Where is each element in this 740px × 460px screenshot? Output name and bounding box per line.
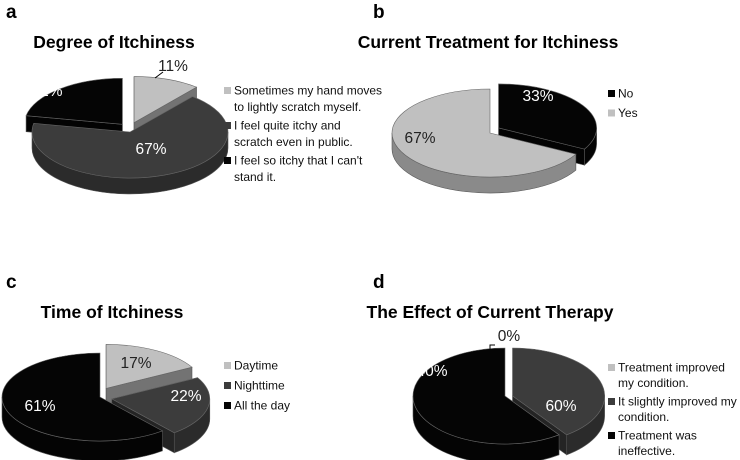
chart-panel-b: b Current Treatment for Itchiness 33% 67% No… [358,2,638,194]
legend-label: It slightly improved my [618,395,737,409]
chart-title: Time of Itchiness [41,302,184,322]
data-label: 61% [24,398,55,415]
pie-slice [105,344,193,389]
legend-label: Nighttime [234,379,285,393]
pie-slice [412,347,560,445]
legend-swatch [224,157,231,164]
data-label: 22% [31,83,62,100]
legend-label: Daytime [234,359,278,373]
pie-tops [25,76,229,179]
pie-tops [412,347,605,445]
panel-letter: d [373,272,385,293]
data-label: 40% [416,363,447,380]
legend: Daytime Nighttime All the day [224,359,290,413]
legend-label: Treatment improved [618,361,725,375]
data-label: 67% [404,130,435,147]
data-label: 22% [170,388,201,405]
data-label: 60% [545,398,576,415]
legend-swatch [608,364,615,371]
legend-swatch [608,432,615,439]
legend-label: I feel so itchy that I can't [234,154,363,168]
panel-letter: c [6,272,17,293]
data-label: 33% [522,88,553,105]
legend-label: All the day [234,399,290,413]
pie-slice [498,83,597,150]
data-label: 67% [135,141,166,158]
data-label: 11% [158,58,188,75]
legend-swatch [224,402,231,409]
pie-slice [391,88,577,178]
chart-panel-c: c Time of Itchiness 17% 22% 61% Daytime Nightt… [1,272,290,460]
panel-letter: a [6,2,17,23]
legend-label: to lightly scratch myself. [234,100,361,114]
legend-swatch [608,398,615,405]
pie-tops [391,83,597,178]
data-label: 0% [498,328,521,345]
legend-label: I feel quite itchy and [234,119,341,133]
pie-slice [110,377,211,434]
legend-label: Yes [618,106,638,120]
legend: Sometimes my hand moves to lightly scratc… [224,84,382,184]
chart-panel-d: d The Effect of Current Therapy 0% 40% 60% Tr… [367,272,737,460]
legend-label: condition. [618,410,669,424]
legend-label: my condition. [618,376,689,390]
pie-tops [1,344,211,442]
pie-slice [512,347,605,436]
data-label: 17% [120,355,151,372]
chart-title: Degree of Itchiness [33,32,195,52]
panel-letter: b [373,2,385,23]
legend-swatch [224,122,231,129]
pie-slice [25,77,123,125]
chart-title: The Effect of Current Therapy [367,302,614,322]
legend-label: stand it. [234,170,276,184]
legend-label: ineffective. [618,444,675,458]
legend-swatch [608,90,615,97]
pie-slice [133,76,198,124]
legend-swatch [224,87,231,94]
legend-swatch [224,382,231,389]
leader-line [154,71,164,79]
legend-label: No [618,87,634,101]
legend-label: Treatment was [618,429,697,443]
pie-slice [31,96,229,179]
chart-panel-a: a Degree of Itchiness 11% 67% 22% Sometimes m… [6,2,382,195]
legend-swatch [608,109,615,117]
legend-label: scratch even in public. [234,135,353,149]
pie-slice [1,352,164,442]
leader-line [489,344,495,349]
legend-swatch [224,362,231,369]
legend: No Yes [608,87,638,120]
legend-label: Sometimes my hand moves [234,84,382,98]
chart-title: Current Treatment for Itchiness [358,32,619,52]
